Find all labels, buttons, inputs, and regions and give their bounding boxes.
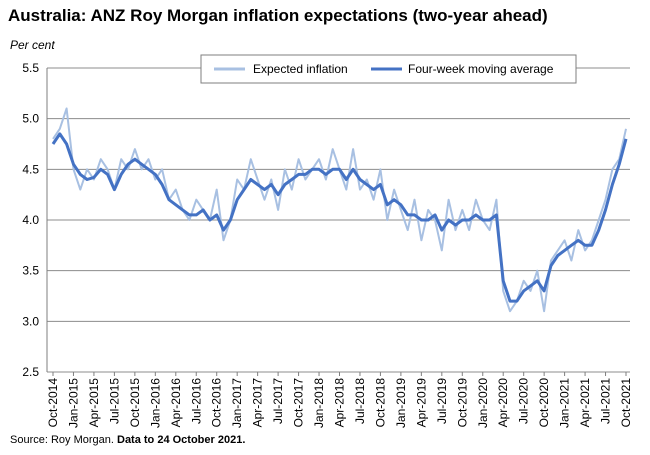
x-tick-label: Oct-2019 <box>455 378 469 428</box>
legend: Expected inflation Four-week moving aver… <box>200 54 577 84</box>
y-tick-label: 5.5 <box>22 61 39 75</box>
x-tick-label: Oct-2021 <box>619 378 633 428</box>
x-tick-label: Oct-2017 <box>292 378 306 428</box>
y-tick-label: 3.0 <box>22 314 39 328</box>
source-prefix: Source: Roy Morgan. <box>10 434 117 446</box>
gridlines <box>46 67 630 373</box>
x-axis-ticks: Oct-2014 Jan-2015 Apr-2015 Jul-2015 Oct-2015… <box>46 372 633 428</box>
x-tick-label: Jan-2015 <box>66 378 80 428</box>
x-tick-label: Apr-2015 <box>87 378 101 428</box>
x-tick-label: Oct-2018 <box>373 378 387 428</box>
x-tick-label: Jul-2020 <box>517 378 531 424</box>
x-tick-label: Jan-2020 <box>476 378 490 428</box>
y-axis-ticks: 2.5 3.0 3.5 4.0 4.5 5.0 5.5 <box>22 61 39 379</box>
x-tick-label: Jan-2019 <box>394 378 408 428</box>
x-tick-label: Apr-2020 <box>496 378 510 428</box>
series-lines <box>51 107 628 313</box>
x-tick-label: Jan-2018 <box>312 378 326 428</box>
x-tick-label: Apr-2021 <box>578 378 592 428</box>
x-tick-label: Oct-2014 <box>46 378 60 428</box>
x-tick-label: Jul-2018 <box>353 378 367 424</box>
x-tick-label: Apr-2017 <box>251 378 265 428</box>
x-tick-label: Apr-2019 <box>414 378 428 428</box>
x-tick-label: Jul-2019 <box>435 378 449 424</box>
x-tick-label: Jul-2016 <box>189 378 203 424</box>
y-tick-label: 4.5 <box>22 162 39 176</box>
y-tick-label: 3.5 <box>22 264 39 278</box>
source-note: Source: Roy Morgan. Data to 24 October 2… <box>10 434 245 446</box>
chart-title: Australia: ANZ Roy Morgan inflation expe… <box>8 6 548 25</box>
x-tick-label: Apr-2016 <box>169 378 183 428</box>
y-tick-label: 5.0 <box>22 112 39 126</box>
y-unit-label: Per cent <box>10 38 55 52</box>
x-tick-label: Jul-2015 <box>107 378 121 424</box>
legend-label-expected: Expected inflation <box>253 62 348 76</box>
data-date-note: Data to 24 October 2021. <box>117 434 246 446</box>
legend-label-average: Four-week moving average <box>408 62 554 76</box>
x-tick-label: Jan-2017 <box>230 378 244 428</box>
x-tick-label: Oct-2016 <box>210 378 224 428</box>
y-tick-label: 4.0 <box>22 213 39 227</box>
y-tick-label: 2.5 <box>22 365 39 379</box>
x-tick-label: Oct-2015 <box>128 378 142 428</box>
x-tick-label: Apr-2018 <box>333 378 347 428</box>
x-tick-label: Jan-2016 <box>148 378 162 428</box>
x-tick-label: Jul-2017 <box>271 378 285 424</box>
x-tick-label: Oct-2020 <box>537 378 551 428</box>
series-line-expected <box>52 107 627 313</box>
x-tick-label: Jan-2021 <box>558 378 572 428</box>
x-tick-label: Jul-2021 <box>599 378 613 424</box>
series-line-average <box>51 132 628 303</box>
